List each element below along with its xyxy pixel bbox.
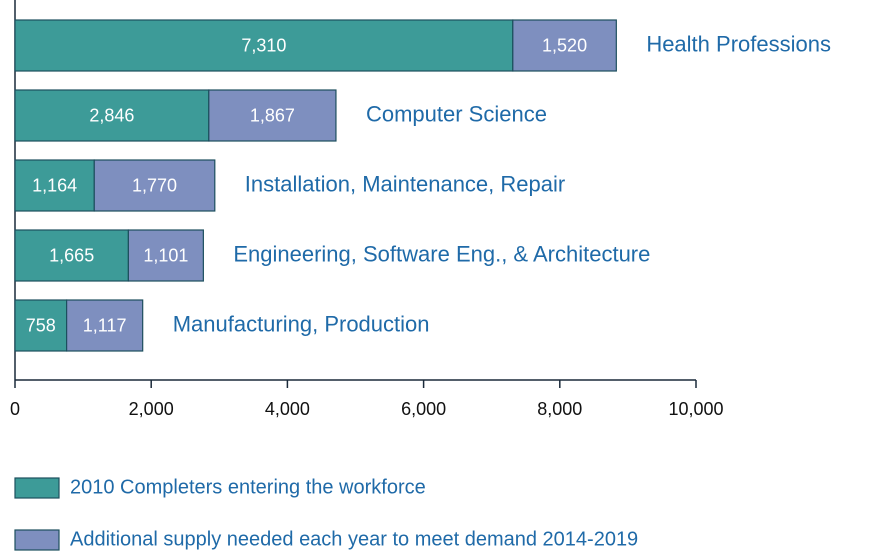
value-label: 1,770 (132, 175, 177, 195)
x-tick-label: 4,000 (265, 399, 310, 419)
value-label: 2,846 (89, 105, 134, 125)
value-label: 7,310 (241, 35, 286, 55)
category-label: Computer Science (366, 101, 547, 126)
value-label: 1,101 (143, 245, 188, 265)
legend-label: Additional supply needed each year to me… (70, 528, 638, 550)
bar-segment (66, 299, 144, 352)
x-tick-label: 8,000 (537, 399, 582, 419)
value-label: 1,117 (83, 315, 127, 335)
category-label: Engineering, Software Eng., & Architectu… (233, 241, 650, 266)
bar-segment (127, 229, 204, 282)
bar-segment (14, 19, 514, 72)
legend-swatch (14, 529, 60, 551)
x-tick-label: 6,000 (401, 399, 446, 419)
x-tick-label: 2,000 (129, 399, 174, 419)
category-label: Manufacturing, Production (173, 311, 430, 336)
bar-segment (14, 229, 129, 282)
bar-segment (208, 89, 337, 142)
bar-segment (93, 159, 216, 212)
value-label: 1,665 (49, 245, 94, 265)
value-label: 1,520 (542, 35, 587, 55)
category-label: Installation, Maintenance, Repair (245, 171, 565, 196)
x-tick-label: 0 (10, 399, 20, 419)
legend-swatch (14, 477, 60, 499)
category-label: Health Professions (646, 31, 831, 56)
value-label: 1,867 (250, 105, 295, 125)
x-tick-label: 10,000 (668, 399, 723, 419)
bar-segment (512, 19, 617, 72)
value-label: 1,164 (32, 175, 77, 195)
bar-segment (14, 299, 68, 352)
legend-label: 2010 Completers entering the workforce (70, 476, 426, 498)
value-label: 758 (26, 315, 56, 335)
